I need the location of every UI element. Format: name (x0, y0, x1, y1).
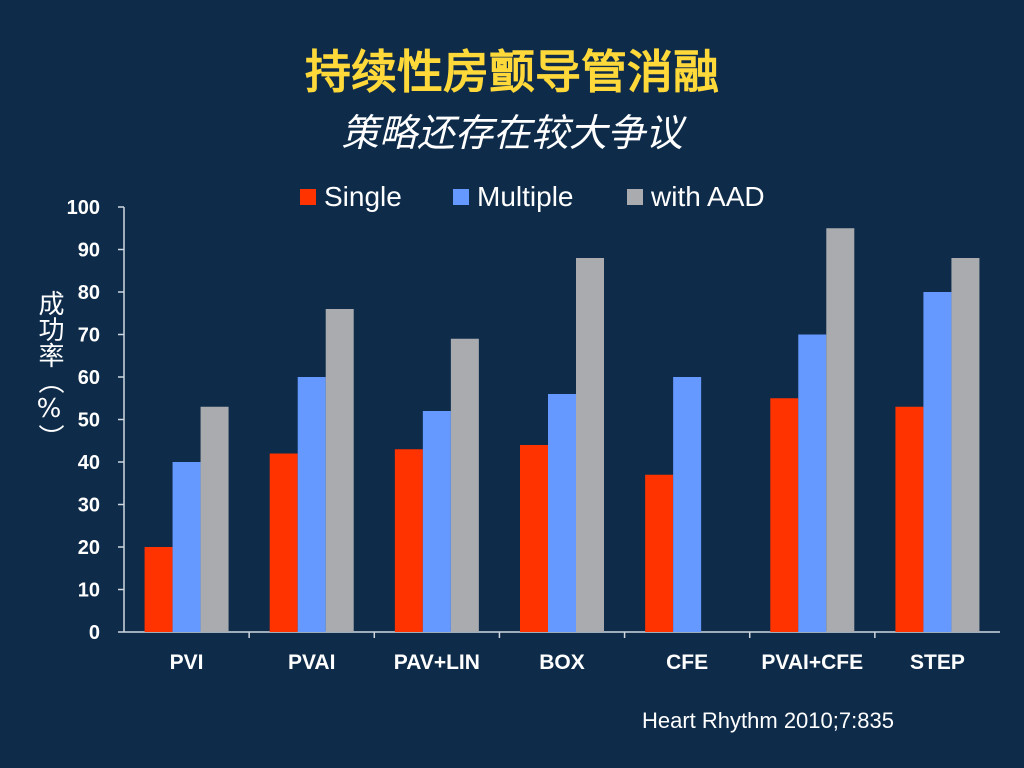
bar (520, 445, 548, 632)
bar (923, 292, 952, 632)
bar (770, 398, 799, 632)
x-tick-label: PVI (170, 651, 204, 674)
bar (951, 258, 980, 632)
x-tick-label: STEP (910, 651, 965, 674)
bar (450, 338, 479, 632)
x-tick-label: BOX (539, 651, 585, 674)
bar (645, 474, 674, 632)
y-tick-label: 60 (78, 367, 100, 389)
y-tick-label: 0 (89, 622, 100, 644)
bar (548, 394, 576, 632)
bar (895, 406, 924, 632)
page-title: 持续性房颤导管消融 (305, 45, 719, 99)
bar (826, 228, 855, 632)
y-tick-label: 100 (67, 197, 100, 219)
y-tick-label: 50 (78, 410, 100, 432)
y-tick-label: 20 (78, 537, 100, 559)
x-tick-label: PVAI (288, 651, 335, 674)
bar (172, 462, 201, 632)
x-tick-label: PAV+LIN (394, 651, 480, 674)
x-tick-label: PVAI+CFE (761, 651, 863, 674)
bar (798, 334, 827, 632)
x-tick-label: CFE (666, 651, 708, 674)
bar (200, 406, 229, 632)
bar (144, 547, 173, 632)
y-tick-label: 90 (78, 240, 100, 262)
bar (394, 449, 423, 632)
page-subtitle: 策略还存在较大争议 (340, 111, 683, 155)
y-tick-label: 10 (78, 580, 100, 602)
y-tick-label: 70 (78, 325, 100, 347)
legend-swatch (453, 189, 469, 205)
bar (325, 309, 354, 632)
legend-label: Single (324, 181, 402, 212)
legend-label: Multiple (477, 181, 573, 212)
bar (269, 453, 298, 632)
y-tick-label: 30 (78, 495, 100, 517)
y-tick-label: 80 (78, 282, 100, 304)
legend-swatch (627, 189, 643, 205)
bar (576, 258, 604, 632)
citation: Heart Rhythm 2010;7:835 (642, 708, 894, 733)
y-axis-label: 成功率（%） (34, 290, 64, 450)
y-tick-label: 40 (78, 452, 100, 474)
legend-swatch (300, 189, 316, 205)
bar (422, 411, 451, 632)
bar (297, 377, 326, 632)
bar (673, 377, 702, 632)
legend-label: with AAD (650, 181, 765, 212)
